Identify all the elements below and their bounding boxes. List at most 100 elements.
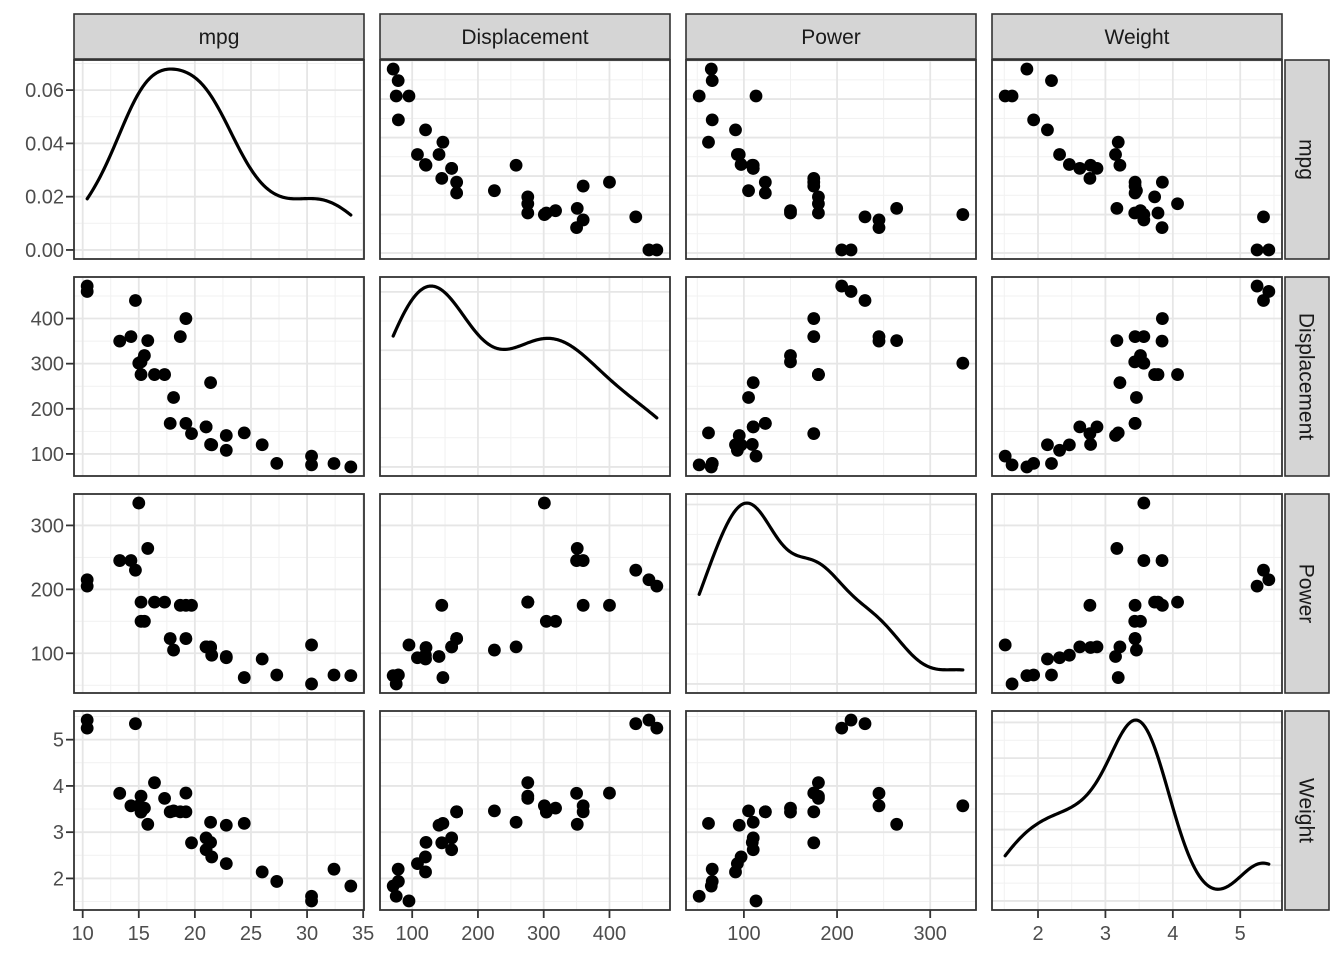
data-point [327, 862, 341, 876]
data-point [237, 816, 251, 830]
x-axis-tick-label: 10 [72, 923, 94, 945]
data-point [539, 614, 553, 628]
data-point [219, 443, 233, 457]
data-point [537, 799, 551, 813]
y-axis-tick-label: 3 [53, 822, 64, 844]
data-point [1128, 417, 1142, 430]
data-point [890, 334, 904, 348]
data-point [1151, 206, 1165, 220]
data-point [419, 652, 432, 666]
data-point [344, 879, 358, 893]
panel-gridlines [380, 277, 670, 476]
data-point [642, 713, 656, 727]
x-axis-tick-label: 100 [395, 923, 428, 945]
panel-background [992, 494, 1282, 693]
data-point [391, 875, 405, 888]
data-point [758, 186, 772, 200]
data-point [890, 817, 904, 831]
data-point [124, 330, 138, 343]
data-point [749, 894, 763, 908]
data-point [179, 786, 193, 800]
data-point [1262, 243, 1276, 257]
data-point [1005, 458, 1019, 472]
panel-Power-vs-mpg [73, 493, 365, 694]
facet-strip-rect [685, 13, 977, 60]
data-point [204, 835, 217, 849]
data-point [185, 427, 198, 441]
facet-strip-right-Displacement: Displacement [1284, 276, 1330, 477]
data-point [1148, 190, 1162, 204]
data-point [844, 713, 858, 727]
data-point [1137, 330, 1151, 343]
data-point [746, 420, 760, 434]
data-point [255, 652, 269, 666]
x-axis-tick-label: 20 [184, 923, 206, 945]
data-point [872, 334, 886, 348]
data-point [998, 89, 1012, 103]
data-point [858, 294, 872, 307]
data-point [603, 786, 616, 800]
data-point [204, 376, 217, 390]
data-point [509, 158, 523, 172]
data-point [956, 356, 970, 370]
data-point [148, 776, 161, 790]
data-point [835, 279, 849, 293]
data-point [509, 640, 523, 654]
panel-content [692, 279, 970, 474]
data-point [179, 312, 193, 325]
data-point [603, 175, 616, 189]
data-point [758, 175, 772, 189]
data-point [702, 135, 715, 149]
data-point [435, 836, 449, 850]
data-point [1084, 438, 1097, 451]
data-point [435, 598, 449, 612]
data-point [141, 817, 155, 831]
x-axis-tick-label: 2 [1032, 923, 1043, 945]
data-point [1155, 221, 1169, 235]
data-point [844, 285, 858, 298]
data-point [1155, 312, 1169, 325]
panel-border [991, 493, 1283, 694]
panel-border [379, 710, 671, 911]
data-point [391, 668, 405, 682]
data-point [570, 554, 583, 567]
panel-border [73, 493, 365, 694]
data-point [270, 875, 284, 888]
panel-density-Power [685, 493, 977, 694]
data-point [807, 427, 821, 441]
data-point [537, 208, 551, 221]
data-point [386, 62, 400, 76]
data-point [450, 632, 464, 645]
panel-content [697, 501, 965, 672]
data-point [650, 721, 664, 735]
data-point [521, 595, 535, 609]
data-point [487, 184, 501, 198]
data-point [204, 815, 217, 829]
panel-border [73, 710, 365, 911]
data-point [1053, 651, 1066, 665]
data-point [163, 417, 177, 430]
facet-strip-rect [1284, 59, 1330, 260]
y-axis-tick-label: 100 [31, 444, 64, 466]
panel-content [692, 62, 970, 257]
data-point [113, 334, 127, 348]
x-axis-tick-label: 200 [820, 923, 853, 945]
data-point [537, 496, 551, 510]
panel-content [80, 713, 358, 908]
y-axis: 0.00 0.02 0.04 0.06 100 200 300 400 100 200 300 2 3 4… [25, 80, 74, 890]
data-point [835, 721, 849, 735]
data-point [129, 563, 142, 577]
data-point [692, 458, 706, 472]
data-point [998, 449, 1012, 463]
x-axis-tick-label: 15 [128, 923, 150, 945]
data-point [402, 89, 416, 103]
data-point [705, 862, 719, 876]
data-point [784, 805, 797, 819]
data-point [629, 717, 643, 731]
data-point [1113, 158, 1127, 172]
panel-border [379, 276, 671, 477]
data-point [758, 805, 772, 819]
data-point [629, 210, 643, 224]
data-point [1155, 334, 1169, 348]
data-point [1128, 614, 1142, 628]
